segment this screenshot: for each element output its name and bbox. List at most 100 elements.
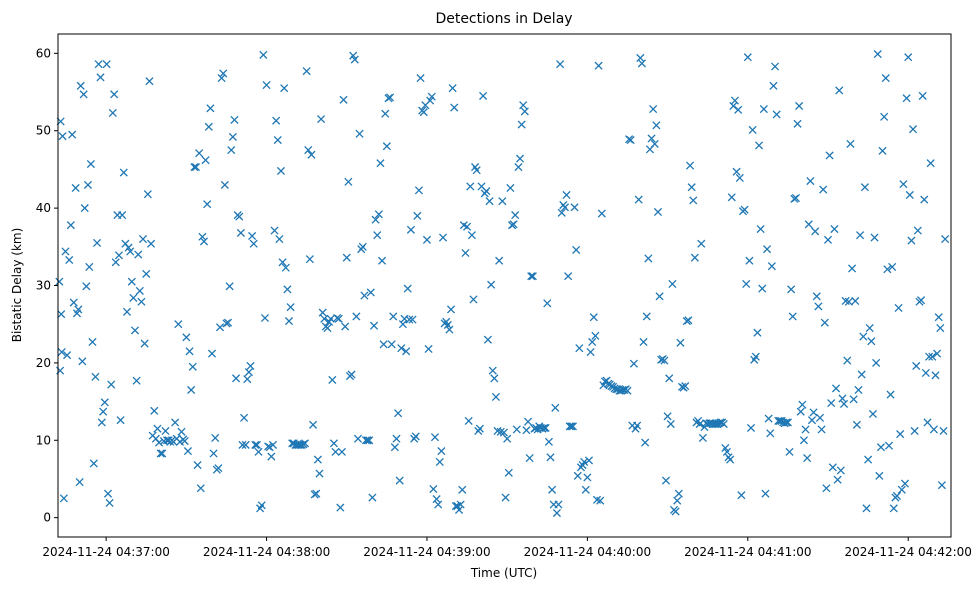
data-point	[59, 494, 68, 503]
data-point	[78, 357, 87, 366]
data-point	[446, 305, 456, 314]
data-point	[811, 227, 820, 236]
data-point	[413, 211, 422, 220]
data-point	[862, 504, 871, 513]
data-point	[137, 297, 146, 306]
data-point	[134, 250, 143, 259]
x-axis-label: Time (UTC)	[470, 566, 537, 580]
data-point	[336, 503, 345, 512]
data-point	[870, 233, 879, 242]
data-point	[681, 382, 690, 391]
data-point	[730, 96, 740, 105]
y-axis-label: Bistatic Delay (km)	[10, 228, 24, 343]
data-point	[556, 60, 565, 69]
data-point	[772, 110, 781, 119]
data-point	[769, 81, 778, 90]
data-point	[461, 248, 470, 258]
data-point	[458, 485, 467, 494]
data-point	[868, 409, 877, 419]
data-point	[565, 422, 574, 431]
data-point	[209, 449, 218, 458]
data-point	[878, 146, 887, 155]
data-point	[726, 455, 735, 464]
data-point	[198, 232, 207, 241]
data-point	[225, 282, 234, 291]
data-point	[99, 407, 108, 416]
data-point	[543, 299, 552, 308]
data-point	[85, 262, 94, 271]
chart-title: Detections in Delay	[435, 11, 572, 27]
data-point	[896, 430, 905, 439]
data-point	[764, 414, 773, 423]
data-point	[397, 344, 406, 353]
data-point	[753, 328, 762, 337]
data-point	[552, 508, 561, 518]
data-point	[339, 95, 348, 104]
data-point	[479, 91, 488, 100]
data-point	[774, 416, 783, 425]
data-point	[581, 485, 590, 494]
data-point	[419, 108, 428, 117]
data-point	[912, 361, 921, 371]
data-point	[183, 447, 192, 456]
data-point	[732, 167, 741, 176]
data-point	[366, 288, 375, 297]
data-point	[315, 469, 324, 478]
data-point	[771, 62, 780, 71]
data-point	[799, 436, 809, 445]
data-point	[55, 277, 64, 286]
data-point	[929, 425, 938, 434]
data-point	[223, 318, 233, 327]
data-point	[899, 180, 908, 189]
data-point	[941, 235, 950, 244]
data-point	[649, 105, 658, 114]
data-point	[88, 337, 97, 347]
data-point	[411, 432, 420, 441]
data-point	[254, 447, 263, 456]
data-point	[819, 185, 828, 194]
data-point	[217, 74, 226, 83]
data-point	[503, 434, 512, 443]
data-point	[187, 385, 196, 395]
data-point	[337, 447, 347, 456]
data-point	[342, 253, 351, 262]
data-point	[527, 272, 536, 281]
data-point	[394, 409, 403, 418]
data-point	[751, 352, 760, 361]
data-point	[65, 255, 74, 265]
data-point	[135, 286, 144, 295]
data-point	[97, 418, 106, 427]
data-point	[506, 183, 515, 193]
data-point	[379, 340, 388, 349]
data-point	[652, 121, 661, 130]
data-point	[684, 316, 693, 325]
data-point	[119, 168, 128, 177]
data-point	[719, 419, 728, 429]
data-point	[408, 315, 417, 324]
data-point	[660, 356, 669, 365]
data-point	[122, 307, 132, 316]
data-point	[150, 406, 159, 415]
data-point	[916, 296, 926, 305]
data-point	[511, 211, 520, 220]
data-point	[111, 258, 120, 267]
data-point	[921, 368, 930, 378]
data-point	[251, 440, 260, 449]
data-point	[203, 200, 212, 209]
data-point	[873, 50, 882, 59]
data-point	[519, 101, 528, 110]
data-point	[174, 320, 183, 329]
data-point	[568, 422, 578, 431]
data-point	[244, 368, 253, 377]
data-point	[734, 105, 743, 114]
data-point	[743, 53, 752, 62]
data-point	[812, 292, 821, 301]
data-point	[86, 159, 95, 169]
data-point	[785, 447, 794, 456]
data-point	[108, 108, 117, 117]
data-point	[904, 53, 913, 62]
data-point	[544, 437, 553, 446]
data-point	[344, 177, 353, 186]
data-point	[856, 231, 865, 240]
data-point	[690, 253, 699, 262]
